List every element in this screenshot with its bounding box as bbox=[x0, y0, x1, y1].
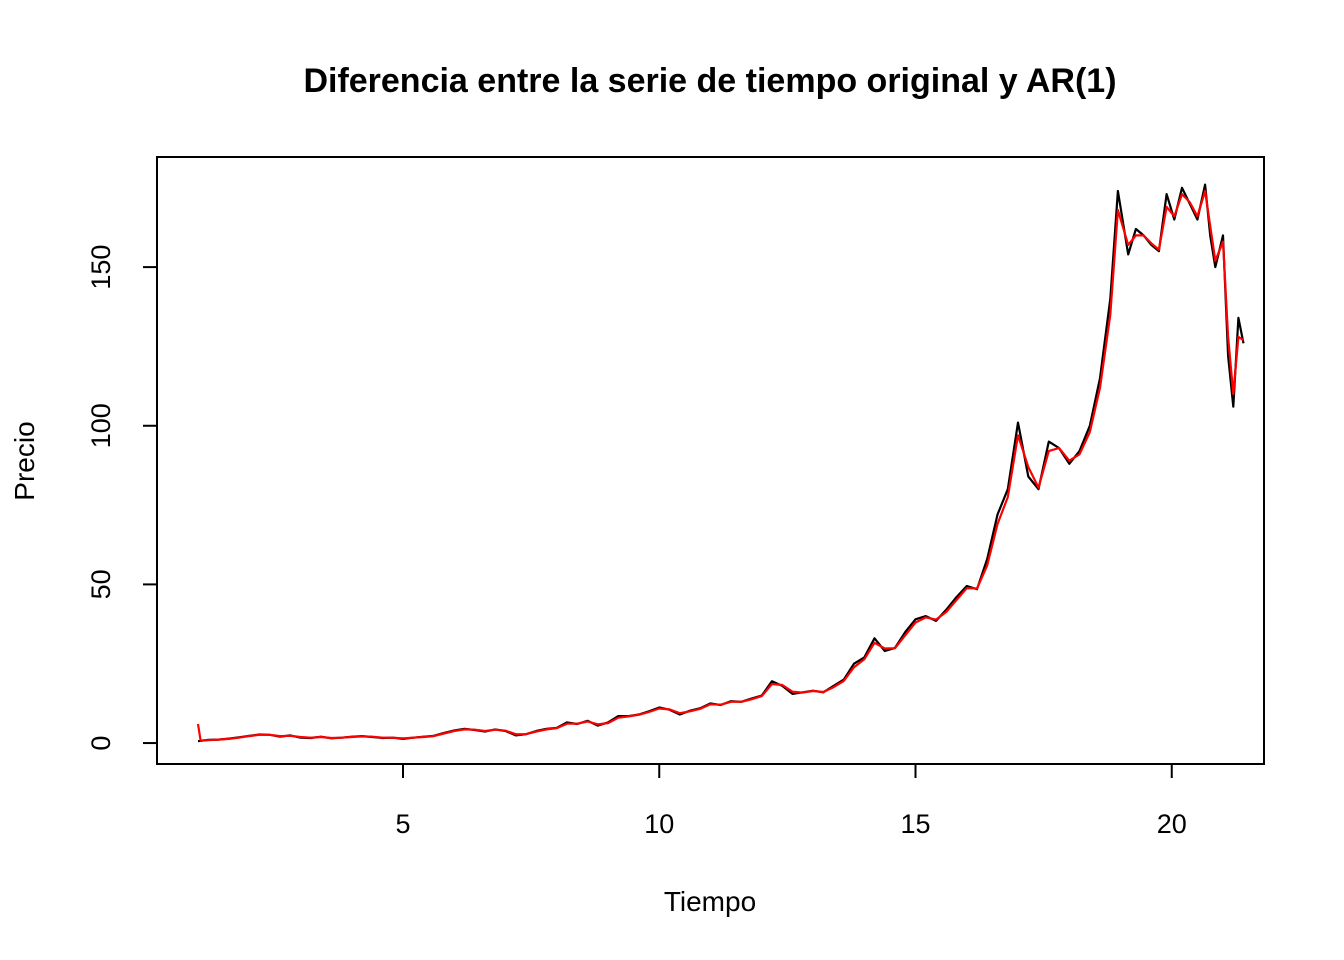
x-tick-label: 15 bbox=[900, 809, 930, 839]
y-tick-label: 50 bbox=[86, 569, 116, 599]
chart-title: Diferencia entre la serie de tiempo orig… bbox=[303, 62, 1116, 100]
plot-frame bbox=[156, 156, 1265, 765]
y-axis-label: Precio bbox=[9, 421, 40, 500]
series-line-1 bbox=[197, 183, 1245, 743]
x-axis-label: Tiempo bbox=[664, 886, 756, 917]
x-tick-label: 20 bbox=[1157, 809, 1187, 839]
y-tick-label: 100 bbox=[86, 403, 116, 448]
y-axis: 0 50 100 150 bbox=[86, 245, 158, 751]
x-tick-label: 10 bbox=[644, 809, 674, 839]
x-axis: 5 10 15 20 bbox=[395, 763, 1187, 839]
series-line-2 bbox=[196, 189, 1245, 742]
x-tick-label: 5 bbox=[395, 809, 410, 839]
series-layer bbox=[196, 183, 1245, 743]
y-tick-label: 0 bbox=[86, 736, 116, 751]
y-tick-label: 150 bbox=[86, 245, 116, 290]
